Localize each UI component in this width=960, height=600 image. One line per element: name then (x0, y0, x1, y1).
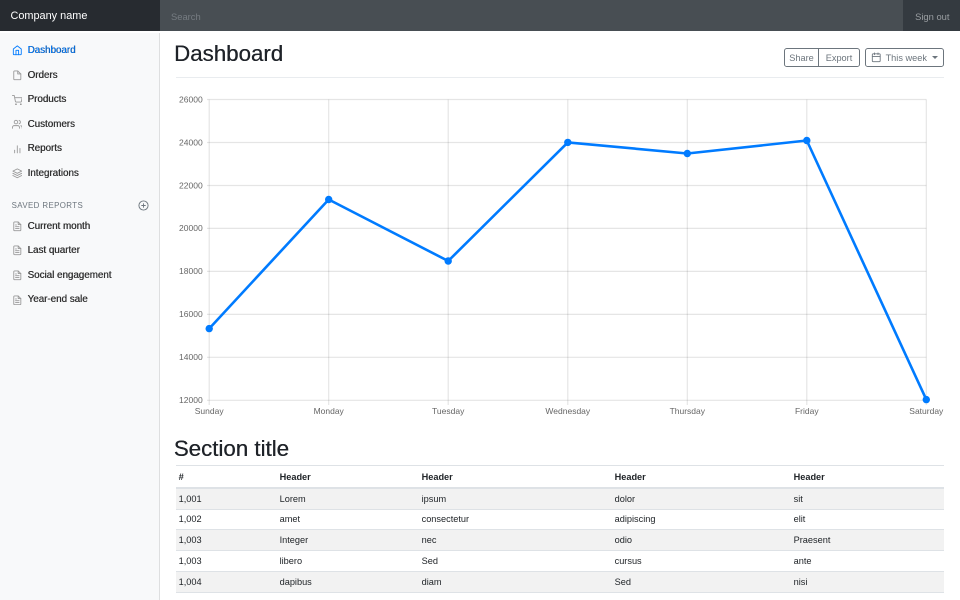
svg-text:26000: 26000 (179, 94, 203, 104)
svg-text:12000: 12000 (179, 395, 203, 405)
svg-text:18000: 18000 (179, 266, 203, 276)
svg-text:24000: 24000 (179, 137, 203, 147)
svg-text:Tuesday: Tuesday (432, 406, 465, 416)
svg-text:Sunday: Sunday (195, 406, 225, 416)
svg-text:16000: 16000 (179, 309, 203, 319)
svg-text:Thursday: Thursday (670, 406, 706, 416)
svg-text:Wednesday: Wednesday (545, 406, 590, 416)
svg-text:22000: 22000 (179, 180, 203, 190)
svg-text:Monday: Monday (314, 406, 345, 416)
svg-text:Friday: Friday (795, 406, 819, 416)
svg-text:20000: 20000 (179, 223, 203, 233)
svg-text:Saturday: Saturday (909, 406, 944, 416)
svg-text:14000: 14000 (179, 352, 203, 362)
